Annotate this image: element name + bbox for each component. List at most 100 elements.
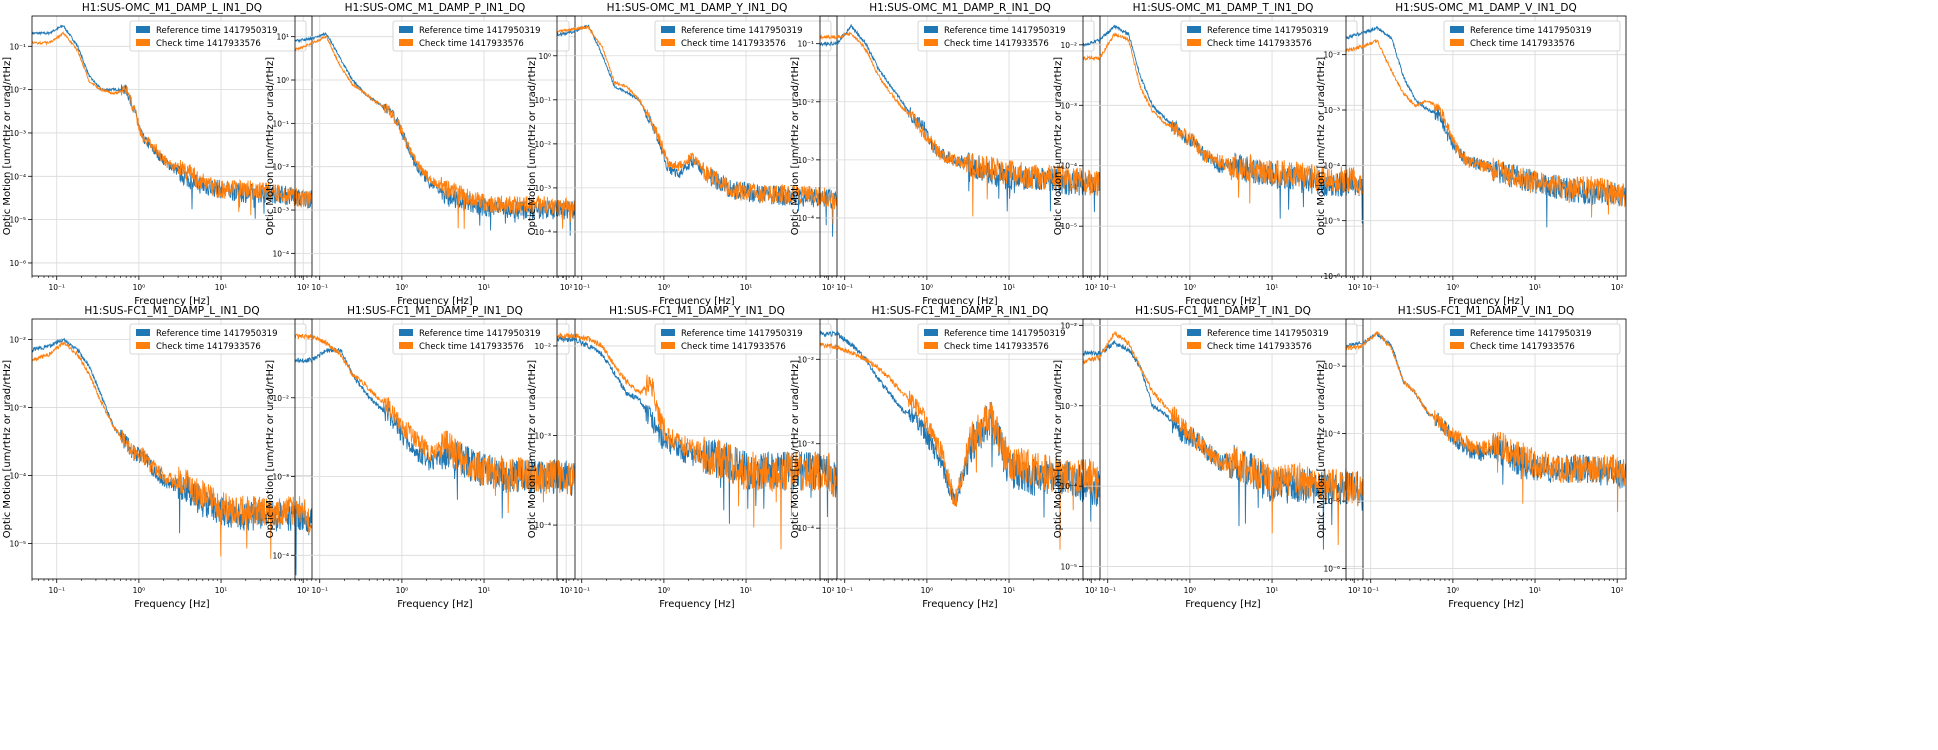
plot-frame [1082,318,1364,580]
y-axis-label: Optic Motion [um/rtHz or urad/rtHz] [790,360,801,539]
plot-frame [1345,318,1627,580]
x-tick-label: 10⁰ [133,283,146,292]
legend-box [654,323,832,355]
legend-box [917,20,1095,52]
x-tick-label: 10¹ [1003,586,1016,595]
legend-label-check: Check time 1417933576 [1207,342,1312,352]
legend-swatch-reference [1450,329,1464,336]
y-tick-label: 10⁻⁶ [9,259,26,268]
legend-swatch-check [1187,342,1201,349]
y-tick-label: 10⁻⁵ [9,539,26,548]
check-series-line [1083,32,1363,204]
y-tick-label: 10⁻⁴ [272,249,289,258]
legend-swatch-check [1187,39,1201,46]
y-tick-label: 10⁻³ [9,403,26,412]
legend-label-check: Check time 1417933576 [1470,342,1575,352]
legend-label-check: Check time 1417933576 [156,342,261,352]
legend-swatch-check [661,39,675,46]
x-tick-label: 10⁻¹ [573,586,590,595]
legend-swatch-check [136,39,150,46]
grid [820,16,1100,276]
legend: Reference time 1417950319 Check time 1417… [129,20,307,52]
x-axis-label: Frequency [Hz] [922,599,998,610]
check-series-line [820,31,1100,217]
x-tick-label: 10⁰ [658,283,671,292]
x-tick-label: 10² [1348,586,1361,595]
y-tick-label: 10⁻⁴ [1060,482,1077,491]
x-tick-label: 10⁻¹ [48,586,65,595]
panel-12: 10⁻¹ 10⁰ 10¹ 10² 10⁻⁶ 10⁻⁵ 10⁻⁴ 10⁻³ H1:SUS-FC1_… [1316,305,1627,610]
grid [557,319,837,579]
y-tick-label: 10⁻¹ [534,96,551,105]
y-tick-label: 10⁰ [276,76,289,85]
legend-swatch-reference [1187,26,1201,33]
x-tick-label: 10¹ [478,283,491,292]
plot-frame [819,318,1101,580]
x-tick-label: 10¹ [215,283,228,292]
legend-swatch-reference [661,26,675,33]
y-tick-label: 10⁻² [534,342,551,351]
y-tick-label: 10⁻⁶ [1323,565,1340,574]
x-tick-label: 10⁰ [921,586,934,595]
plot-frame [294,15,576,277]
y-tick-label: 10⁻³ [1060,101,1077,110]
x-tick-label: 10¹ [740,586,753,595]
y-axis-label: Optic Motion [um/rtHz or urad/rtHz] [265,57,276,236]
panel-11: 10⁻¹ 10⁰ 10¹ 10² 10⁻⁵ 10⁻⁴ 10⁻³ 10⁻² H1:SUS-FC1_… [1053,305,1364,610]
check-series-line [295,35,575,229]
plot-title: H1:SUS-FC1_M1_DAMP_R_IN1_DQ [872,305,1049,317]
legend-box [129,20,307,52]
plot-frame [1345,15,1627,277]
legend-box [917,323,1095,355]
y-tick-label: 10⁻³ [272,473,289,482]
y-tick-label: 10⁻⁴ [797,524,814,533]
y-tick-label: 10⁻⁴ [534,521,551,530]
x-tick-label: 10¹ [215,586,228,595]
legend-swatch-reference [924,329,938,336]
y-axis-label: Optic Motion [um/rtHz or urad/rtHz] [1053,360,1064,539]
plot-title: H1:SUS-FC1_M1_DAMP_L_IN1_DQ [84,305,259,317]
y-axis-label: Optic Motion [um/rtHz or urad/rtHz] [2,360,13,539]
x-tick-label: 10⁻¹ [311,586,328,595]
y-tick-label: 10⁻³ [9,129,26,138]
legend-label-reference: Reference time 1417950319 [156,329,278,339]
x-tick-label: 10⁰ [658,586,671,595]
x-tick-label: 10² [297,283,310,292]
y-tick-label: 10⁻² [1323,51,1340,60]
y-tick-label: 10⁻² [534,140,551,149]
x-tick-label: 10⁻¹ [573,283,590,292]
check-series-line [1346,330,1626,513]
x-tick-label: 10¹ [1003,283,1016,292]
y-tick-label: 10⁻² [272,394,289,403]
x-tick-label: 10⁰ [1184,586,1197,595]
legend-swatch-check [399,342,413,349]
x-axis-label: Frequency [Hz] [1185,296,1261,307]
y-tick-label: 10⁻³ [1060,402,1077,411]
legend-label-check: Check time 1417933576 [1470,39,1575,49]
panel-1: 10⁻¹ 10⁰ 10¹ 10² 10⁻⁶ 10⁻⁵ 10⁻⁴ 10⁻³ 10⁻² 10⁻¹ H1:… [2,2,313,307]
legend-box [129,323,307,355]
x-tick-label: 10⁻¹ [836,586,853,595]
legend: Reference time 1417950319 Check time 1417… [917,20,1095,52]
x-tick-label: 10⁰ [921,283,934,292]
plot-title: H1:SUS-FC1_M1_DAMP_T_IN1_DQ [1135,305,1311,317]
plot-title: H1:SUS-FC1_M1_DAMP_V_IN1_DQ [1398,305,1575,317]
panel-4: 10⁻¹ 10⁰ 10¹ 10² 10⁻⁴ 10⁻³ 10⁻² 10⁻¹ H1:SUS-OMC_… [790,2,1101,307]
x-tick-label: 10⁻¹ [1099,283,1116,292]
legend-swatch-check [136,342,150,349]
y-tick-label: 10⁻² [797,355,814,364]
y-tick-label: 10⁻⁴ [9,471,26,480]
grid [1346,319,1626,579]
y-tick-label: 10⁰ [538,52,551,61]
x-axis-label: Frequency [Hz] [1185,599,1261,610]
check-series-line [32,341,312,560]
legend-swatch-check [661,342,675,349]
panel-10: 10⁻¹ 10⁰ 10¹ 10² 10⁻⁴ 10⁻³ 10⁻² H1:SUS-FC1_M1_D… [790,305,1101,610]
legend-swatch-reference [924,26,938,33]
legend: Reference time 1417950319 Check time 1417… [654,20,832,52]
x-axis-label: Frequency [Hz] [397,296,473,307]
legend-box [1180,323,1358,355]
y-axis-label: Optic Motion [um/rtHz or urad/rtHz] [790,57,801,236]
plot-title: H1:SUS-OMC_M1_DAMP_R_IN1_DQ [869,2,1051,14]
y-tick-label: 10⁻³ [534,432,551,441]
